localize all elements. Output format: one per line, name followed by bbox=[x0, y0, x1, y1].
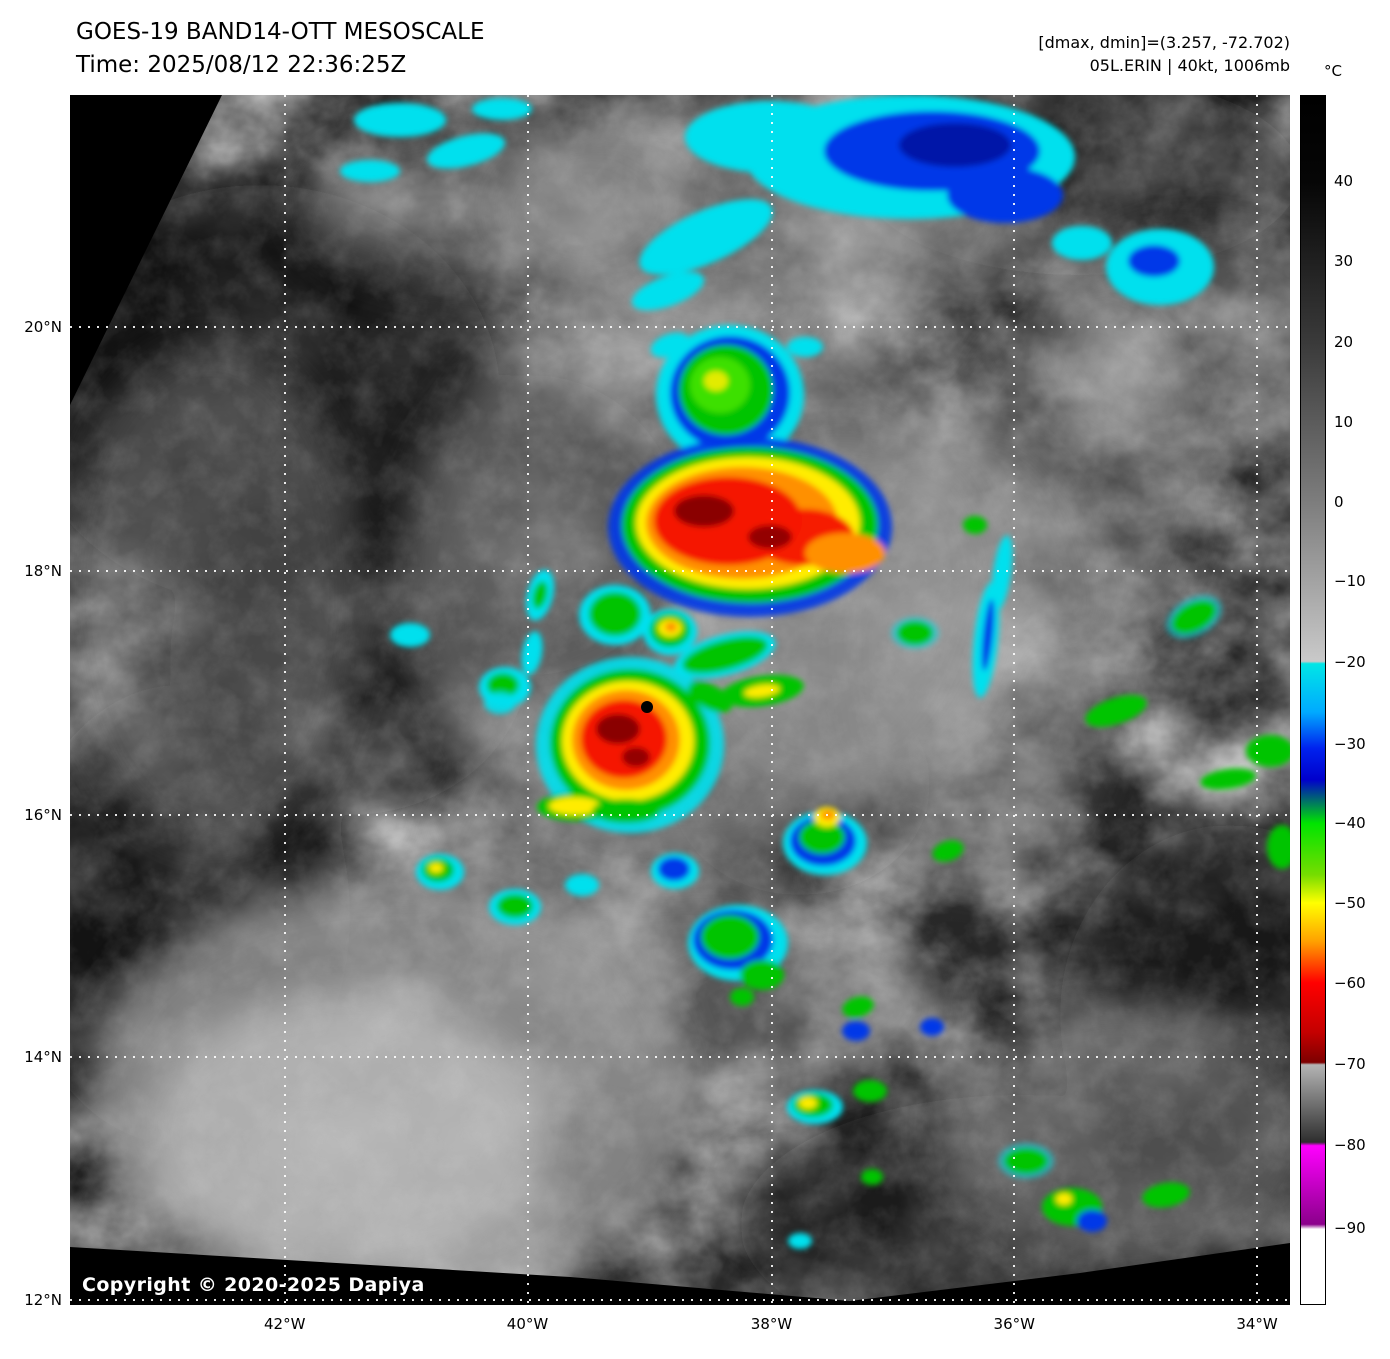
colorbar-unit-label: °C bbox=[1324, 62, 1342, 80]
lon-tick-label: 42°W bbox=[264, 1315, 306, 1333]
gridline-latitude bbox=[70, 813, 1290, 816]
satellite-image bbox=[70, 95, 1290, 1305]
lat-tick-label: 18°N bbox=[24, 561, 62, 580]
gridline-longitude bbox=[770, 95, 773, 1305]
lon-tick-label: 40°W bbox=[506, 1315, 549, 1333]
scan-edge-bottom bbox=[70, 1243, 1290, 1305]
dmax-dmin-label: [dmax, dmin]=(3.257, -72.702) bbox=[1038, 33, 1290, 52]
lat-tick-label: 14°N bbox=[24, 1047, 62, 1066]
colorbar-tick-label: −70 bbox=[1334, 1055, 1366, 1074]
page-title: GOES-19 BAND14-OTT MESOSCALE bbox=[76, 19, 485, 45]
dark-spot-marker bbox=[641, 701, 653, 713]
colorbar-tick-label: 30 bbox=[1334, 251, 1354, 270]
gridline-longitude bbox=[1256, 95, 1259, 1305]
colorbar-tick-label: 20 bbox=[1334, 332, 1354, 351]
colorbar-tick-label: −10 bbox=[1334, 572, 1366, 591]
header-titles: GOES-19 BAND14-OTT MESOSCALE Time: 2025/… bbox=[76, 16, 485, 82]
time-label: Time: 2025/08/12 22:36:25Z bbox=[76, 52, 407, 78]
gridline-latitude bbox=[70, 326, 1290, 329]
colorbar-tick-label: −30 bbox=[1334, 734, 1366, 753]
gridline-longitude bbox=[1013, 95, 1016, 1305]
gridline-longitude bbox=[283, 95, 286, 1305]
colorbar-tick-label: −20 bbox=[1334, 653, 1366, 672]
colorbar-tick-label: −90 bbox=[1334, 1218, 1366, 1237]
colorbar-tick-label: 10 bbox=[1334, 412, 1354, 431]
lon-tick-label: 38°W bbox=[750, 1315, 793, 1333]
gridline-latitude bbox=[70, 1299, 1290, 1302]
gridline-latitude bbox=[70, 569, 1290, 572]
colorbar-tick-label: 0 bbox=[1334, 492, 1344, 511]
colorbar-tick-label: −40 bbox=[1334, 814, 1366, 833]
cold-cloud-cells bbox=[340, 95, 1290, 1249]
colorbar-tick-label: 40 bbox=[1334, 171, 1354, 190]
satellite-map: Copyright © 2020-2025 Dapiya bbox=[70, 95, 1290, 1305]
colorbar bbox=[1300, 95, 1326, 1305]
colorbar-tick-label: −60 bbox=[1334, 974, 1366, 993]
lon-tick-label: 34°W bbox=[1236, 1315, 1278, 1333]
lat-tick-label: 16°N bbox=[24, 805, 62, 824]
gridline-longitude bbox=[526, 95, 529, 1305]
copyright-text: Copyright © 2020-2025 Dapiya bbox=[82, 1274, 425, 1296]
colorbar-tick-label: −80 bbox=[1334, 1136, 1366, 1155]
lon-tick-label: 36°W bbox=[993, 1315, 1035, 1333]
header-info: [dmax, dmin]=(3.257, -72.702) 05L.ERIN |… bbox=[1038, 31, 1290, 77]
lat-tick-label: 20°N bbox=[24, 318, 62, 337]
storm-info-label: 05L.ERIN | 40kt, 1006mb bbox=[1089, 56, 1290, 75]
colorbar-tick-label: −50 bbox=[1334, 894, 1366, 913]
gridline-latitude bbox=[70, 1055, 1290, 1058]
lat-tick-label: 12°N bbox=[24, 1291, 62, 1310]
